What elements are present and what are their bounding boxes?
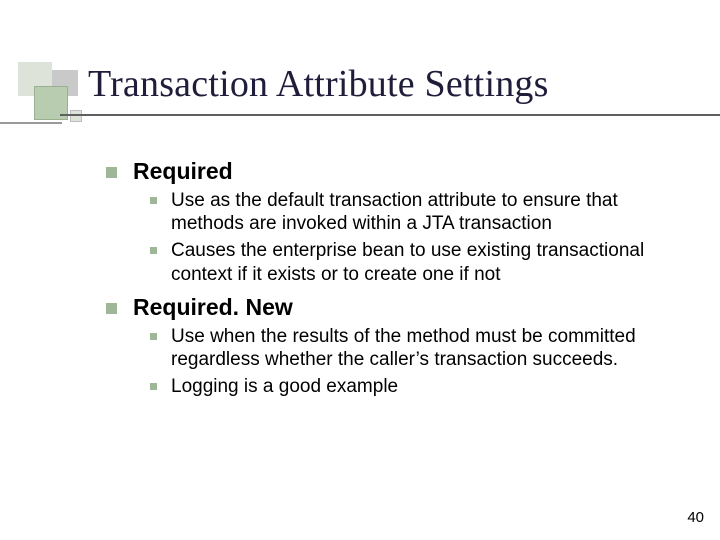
section: Required. New Use when the results of the…: [106, 294, 680, 399]
list-item: Causes the enterprise bean to use existi…: [150, 239, 680, 285]
bullet-square-icon: [106, 303, 117, 314]
section: Required Use as the default transaction a…: [106, 158, 680, 286]
list-item-text: Use as the default transaction attribute…: [171, 189, 680, 235]
list-item-text: Use when the results of the method must …: [171, 325, 680, 371]
slide-title: Transaction Attribute Settings: [88, 62, 690, 106]
section-heading: Required. New: [133, 294, 293, 321]
page-number: 40: [687, 509, 704, 526]
list-item-text: Logging is a good example: [171, 375, 398, 398]
bullet-square-icon: [150, 333, 157, 340]
title-underline: [60, 114, 720, 116]
list-item-text: Causes the enterprise bean to use existi…: [171, 239, 680, 285]
slide-body: Required Use as the default transaction a…: [106, 150, 680, 398]
section-heading: Required: [133, 158, 233, 185]
list-item: Use as the default transaction attribute…: [150, 189, 680, 235]
list-item: Logging is a good example: [150, 375, 680, 398]
bullet-square-icon: [150, 197, 157, 204]
list-item: Use when the results of the method must …: [150, 325, 680, 371]
bullet-square-icon: [106, 167, 117, 178]
bullet-square-icon: [150, 247, 157, 254]
bullet-square-icon: [150, 383, 157, 390]
decor-square: [70, 110, 82, 122]
title-underline-short: [0, 122, 62, 124]
